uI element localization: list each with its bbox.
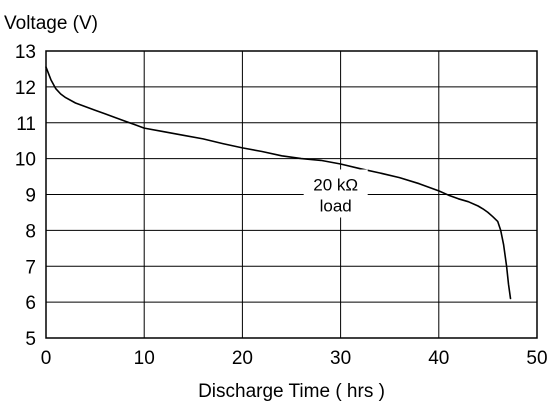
y-tick-label: 6: [25, 293, 36, 314]
x-tick-label: 0: [41, 348, 52, 369]
x-tick-label: 40: [428, 348, 449, 369]
x-tick-label: 20: [232, 348, 253, 369]
annotation-line-2: load: [320, 197, 352, 216]
y-tick-label: 10: [15, 150, 36, 171]
y-tick-label: 11: [16, 114, 36, 135]
x-tick-labels: 0 10 20 30 40 50: [41, 348, 548, 369]
y-tick-label: 7: [25, 257, 36, 278]
x-tick-label: 30: [330, 348, 351, 369]
annotation-line-1: 20 kΩ: [313, 176, 358, 195]
x-axis-label: Discharge Time ( hrs ): [198, 381, 385, 402]
annotation: 20 kΩ load: [303, 169, 368, 218]
y-tick-label: 12: [15, 78, 36, 99]
annotation-background: [303, 169, 368, 218]
y-tick-labels: 5 6 7 8 9 10 11 12 13: [15, 42, 36, 350]
y-tick-label: 13: [15, 42, 36, 63]
y-tick-label: 9: [25, 186, 36, 207]
series-group: [45, 66, 512, 300]
grid: [46, 51, 537, 338]
y-tick-label: 8: [25, 221, 36, 242]
series-line: [45, 66, 512, 300]
x-tick-label: 10: [134, 348, 155, 369]
x-tick-label: 50: [526, 348, 547, 369]
y-tick-label: 5: [25, 329, 36, 350]
y-axis-label: Voltage (V): [4, 13, 98, 34]
plot-frame: [45, 50, 538, 339]
